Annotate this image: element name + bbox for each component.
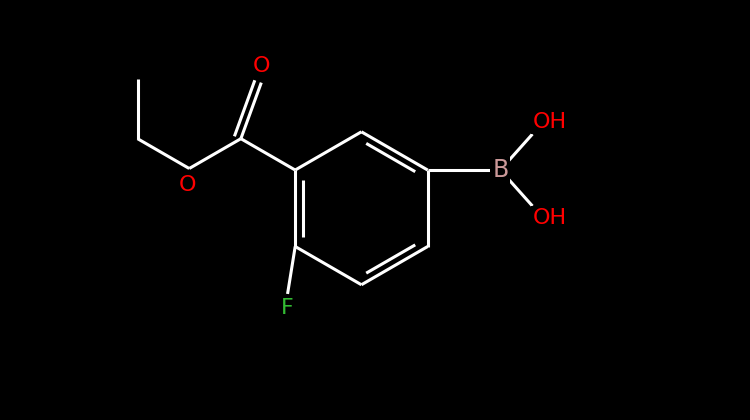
- Text: O: O: [253, 56, 270, 76]
- Text: O: O: [179, 175, 196, 195]
- Text: OH: OH: [533, 208, 567, 228]
- Text: OH: OH: [533, 112, 567, 132]
- Text: F: F: [281, 298, 294, 318]
- Text: B: B: [492, 158, 508, 182]
